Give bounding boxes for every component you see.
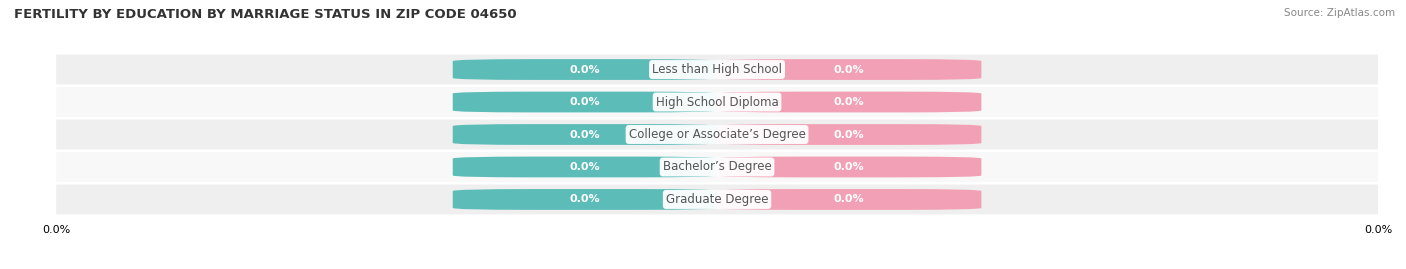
FancyBboxPatch shape [453,124,717,145]
FancyBboxPatch shape [717,124,981,145]
Text: Graduate Degree: Graduate Degree [666,193,768,206]
FancyBboxPatch shape [56,152,1378,182]
FancyBboxPatch shape [453,189,717,210]
Text: 0.0%: 0.0% [834,65,865,75]
Text: High School Diploma: High School Diploma [655,95,779,108]
FancyBboxPatch shape [717,189,981,210]
FancyBboxPatch shape [56,55,1378,84]
FancyBboxPatch shape [453,59,717,80]
Text: Less than High School: Less than High School [652,63,782,76]
Text: Source: ZipAtlas.com: Source: ZipAtlas.com [1284,8,1395,18]
FancyBboxPatch shape [717,92,981,112]
Text: 0.0%: 0.0% [834,97,865,107]
Text: College or Associate’s Degree: College or Associate’s Degree [628,128,806,141]
Text: 0.0%: 0.0% [834,194,865,204]
Legend: Married, Unmarried: Married, Unmarried [634,264,800,269]
Text: 0.0%: 0.0% [834,162,865,172]
FancyBboxPatch shape [56,87,1378,117]
Text: 0.0%: 0.0% [569,162,600,172]
Text: 0.0%: 0.0% [569,129,600,140]
Text: 0.0%: 0.0% [569,97,600,107]
FancyBboxPatch shape [717,59,981,80]
FancyBboxPatch shape [56,185,1378,214]
Text: Bachelor’s Degree: Bachelor’s Degree [662,161,772,174]
FancyBboxPatch shape [56,119,1378,150]
Text: 0.0%: 0.0% [569,194,600,204]
FancyBboxPatch shape [453,157,717,177]
Text: 0.0%: 0.0% [834,129,865,140]
Text: FERTILITY BY EDUCATION BY MARRIAGE STATUS IN ZIP CODE 04650: FERTILITY BY EDUCATION BY MARRIAGE STATU… [14,8,516,21]
FancyBboxPatch shape [453,92,717,112]
FancyBboxPatch shape [717,157,981,177]
Text: 0.0%: 0.0% [569,65,600,75]
